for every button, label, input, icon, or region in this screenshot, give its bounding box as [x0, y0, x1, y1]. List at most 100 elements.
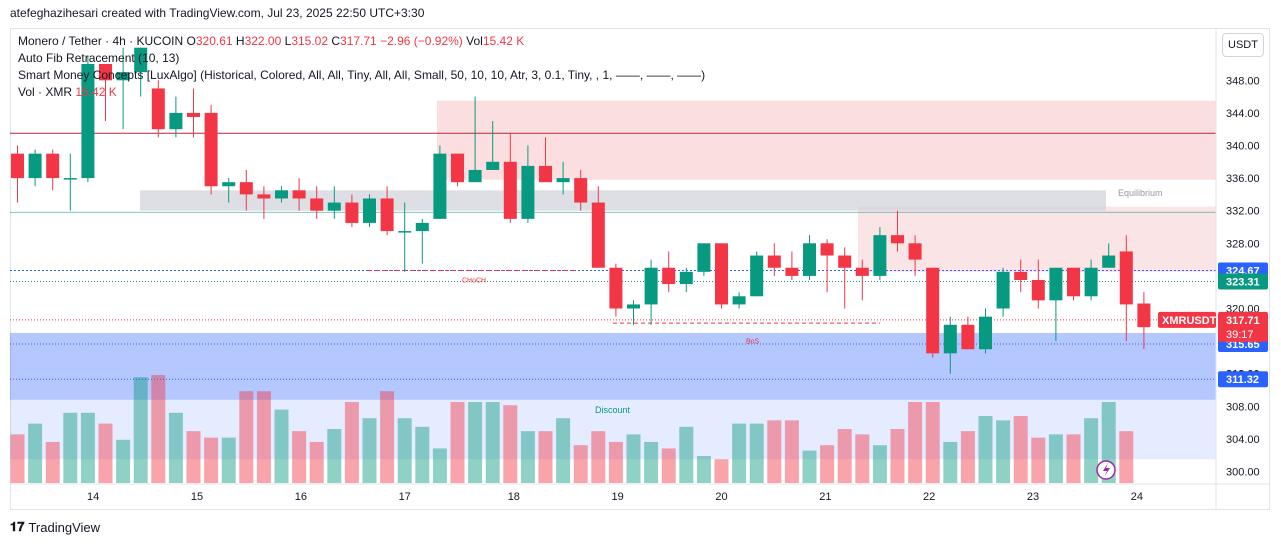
volume-bar	[344, 402, 359, 483]
volume-bar	[362, 418, 377, 483]
volume-indicator-label: Vol · XMR	[18, 85, 73, 99]
candle-body	[169, 112, 183, 130]
volume-bar	[837, 429, 852, 483]
candle-body	[855, 267, 869, 276]
candle-body	[380, 198, 394, 232]
volume-bar	[661, 448, 676, 483]
time-tick-label: 22	[923, 491, 935, 503]
candle-body	[28, 153, 42, 179]
currency-button[interactable]: USDT	[1222, 33, 1264, 57]
time-tick-label: 23	[1027, 491, 1039, 503]
volume-bar	[28, 423, 43, 483]
candle-body	[1014, 271, 1028, 280]
volume-bar	[960, 431, 975, 483]
candle-body	[239, 182, 253, 195]
legend-fib[interactable]: Auto Fib Retracement (10, 13)	[18, 51, 180, 65]
candle-body	[398, 231, 412, 233]
chart-frame	[10, 28, 1270, 510]
price-tick-label: 332.00	[1226, 206, 1260, 218]
candle-body	[662, 267, 676, 285]
time-tick-label: 20	[715, 491, 727, 503]
volume-bar	[45, 441, 60, 483]
price-tag-323-bg	[1218, 273, 1268, 290]
low-value: 315.02	[291, 34, 329, 48]
volume-bar	[1013, 416, 1028, 483]
volume-bar	[626, 434, 641, 483]
candle-body	[275, 190, 288, 199]
time-tick-label: 15	[191, 491, 203, 503]
volume-bar	[1031, 437, 1046, 483]
volume-bar	[98, 423, 113, 483]
time-tick-label: 18	[508, 491, 520, 503]
price-tick-label: 348.00	[1226, 75, 1260, 87]
candle-body	[785, 267, 799, 276]
candle-body	[187, 112, 200, 117]
candle-body	[609, 267, 623, 309]
volume-bar	[591, 431, 606, 483]
volume-bar	[767, 420, 782, 483]
time-tick-label: 24	[1131, 491, 1143, 503]
price-tick-label: 328.00	[1226, 238, 1260, 250]
candle-body	[363, 198, 376, 223]
volume-bar	[520, 431, 535, 483]
candle-body	[539, 165, 552, 183]
volume-bar	[943, 441, 958, 483]
legend-volume[interactable]: Vol · XMR 15.42 K	[18, 85, 117, 99]
volume-bar	[802, 450, 817, 483]
price-tag-323: 323.31	[1226, 277, 1260, 289]
candle-body	[451, 153, 464, 183]
symbol-tag-bg	[1158, 311, 1216, 328]
candle-body	[803, 243, 816, 276]
level-lines: CHoCH BoS	[10, 132, 1216, 380]
candle-body	[503, 161, 517, 219]
volume-bar	[274, 409, 289, 483]
candle-body	[327, 202, 341, 211]
volume-bar	[327, 429, 342, 483]
volume-bar	[732, 423, 747, 483]
candle-body	[715, 243, 728, 305]
candle-body	[116, 72, 130, 81]
candle-body	[468, 169, 482, 183]
candle-body	[521, 165, 535, 219]
candle-body	[1031, 279, 1045, 301]
candle-body	[222, 182, 236, 187]
volume-bar	[1119, 431, 1134, 483]
footer: 𝟏𝟕 TradingView	[10, 519, 100, 535]
volume-bar	[503, 405, 518, 483]
premium-zone-2	[858, 206, 1216, 272]
candle-body	[257, 194, 271, 199]
volume-bar	[10, 434, 25, 483]
time-tick-label: 14	[87, 491, 99, 503]
legend-smc[interactable]: Smart Money Concepts [LuxAlgo] (Historic…	[18, 68, 706, 82]
candle-body	[943, 324, 957, 354]
open-value: 320.61	[195, 34, 233, 48]
volume-bar	[380, 391, 395, 483]
change-value: −2.96 (−0.92%)	[380, 34, 463, 48]
volume-bar	[397, 418, 412, 483]
symbol-name[interactable]: Monero / Tether · 4h · KUCOIN	[18, 34, 184, 48]
candle-body	[415, 222, 429, 232]
volume-bar	[151, 375, 166, 483]
volume-bar	[485, 402, 500, 483]
candle-body	[63, 178, 77, 180]
price-tag-311: 311.32	[1226, 374, 1259, 386]
time-tick-label: 16	[295, 491, 307, 503]
volume-bar	[168, 412, 183, 483]
price-tick-label: 336.00	[1226, 173, 1260, 185]
candle-body	[310, 198, 324, 211]
volume-bar	[1084, 418, 1099, 483]
candle-body	[486, 161, 500, 170]
legend-ohlc: Monero / Tether · 4h · KUCOIN O320.61 H3…	[18, 34, 524, 48]
price-tag-311-bg	[1218, 371, 1268, 388]
price-tick-label: 340.00	[1226, 141, 1260, 153]
symbol-tag: XMRUSDT	[1162, 315, 1217, 327]
volume-bar	[784, 420, 799, 483]
candle-body	[820, 243, 834, 256]
candle-body	[979, 316, 992, 350]
vol-value: 15.42 K	[482, 34, 525, 48]
candle-body	[204, 112, 218, 187]
brand-name: TradingView	[28, 519, 101, 535]
time-tick-label: 21	[819, 491, 831, 503]
volume-bar	[855, 434, 870, 483]
